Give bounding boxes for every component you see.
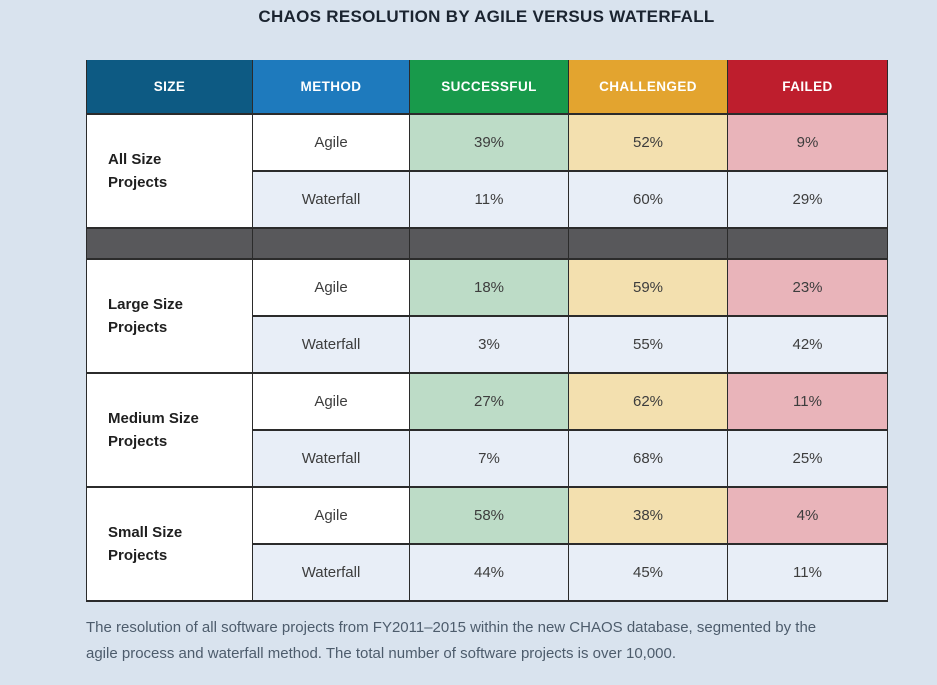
separator-cell	[727, 227, 888, 260]
table-row-all-agile: All Size Projects Agile 39% 52% 9%	[86, 113, 888, 229]
value-cell: 59%	[568, 258, 728, 317]
method-cell: Agile	[252, 372, 410, 431]
method-cell: Agile	[252, 113, 410, 172]
value-cell: 60%	[568, 170, 728, 229]
column-header-failed: FAILED	[727, 60, 888, 115]
size-group-label: Small Size Projects	[86, 486, 253, 602]
value-cell: 3%	[409, 315, 569, 374]
value-cell: 11%	[727, 372, 888, 431]
page-title: CHAOS RESOLUTION BY AGILE VERSUS WATERFA…	[258, 7, 715, 26]
table-row-all-waterfall: Waterfall 11% 60% 29%	[87, 170, 888, 229]
method-cell: Waterfall	[252, 543, 410, 602]
value-cell: 52%	[568, 113, 728, 172]
value-cell: 4%	[727, 486, 888, 545]
table-row-small-waterfall: Waterfall 44% 45% 11%	[87, 543, 888, 602]
size-group-label: Large Size Projects	[86, 258, 253, 374]
size-group-label: Medium Size Projects	[86, 372, 253, 488]
separator-row	[86, 227, 888, 260]
value-cell: 11%	[409, 170, 569, 229]
header-row: SIZE METHOD SUCCESSFUL CHALLENGED FAILED	[86, 60, 888, 115]
value-cell: 29%	[727, 170, 888, 229]
table-row-medium-agile: Medium Size Projects Agile 27% 62% 11%	[86, 372, 888, 488]
value-cell: 42%	[727, 315, 888, 374]
column-header-successful: SUCCESSFUL	[409, 60, 569, 115]
separator-cell	[568, 227, 728, 260]
column-header-challenged: CHALLENGED	[568, 60, 728, 115]
chaos-resolution-table: SIZE METHOD SUCCESSFUL CHALLENGED FAILED…	[86, 60, 888, 602]
separator-cell	[409, 227, 569, 260]
column-header-method: METHOD	[252, 60, 410, 115]
method-cell: Waterfall	[252, 429, 410, 488]
value-cell: 68%	[568, 429, 728, 488]
value-cell: 44%	[409, 543, 569, 602]
value-cell: 7%	[409, 429, 569, 488]
value-cell: 25%	[727, 429, 888, 488]
value-cell: 38%	[568, 486, 728, 545]
table-row-small-agile: Small Size Projects Agile 58% 38% 4%	[86, 486, 888, 602]
size-group-label: All Size Projects	[86, 113, 253, 229]
value-cell: 9%	[727, 113, 888, 172]
column-header-size: SIZE	[86, 60, 253, 115]
value-cell: 27%	[409, 372, 569, 431]
table-row-medium-waterfall: Waterfall 7% 68% 25%	[87, 429, 888, 488]
method-cell: Agile	[252, 486, 410, 545]
value-cell: 11%	[727, 543, 888, 602]
value-cell: 39%	[409, 113, 569, 172]
method-cell: Waterfall	[252, 170, 410, 229]
table-row-large-agile: Large Size Projects Agile 18% 59% 23%	[86, 258, 888, 374]
value-cell: 62%	[568, 372, 728, 431]
value-cell: 23%	[727, 258, 888, 317]
figure-caption: The resolution of all software projects …	[86, 619, 817, 663]
separator-cell	[86, 227, 253, 260]
value-cell: 45%	[568, 543, 728, 602]
method-cell: Waterfall	[252, 315, 410, 374]
value-cell: 18%	[409, 258, 569, 317]
separator-cell	[252, 227, 410, 260]
table-row-large-waterfall: Waterfall 3% 55% 42%	[87, 315, 888, 374]
value-cell: 58%	[409, 486, 569, 545]
value-cell: 55%	[568, 315, 728, 374]
method-cell: Agile	[252, 258, 410, 317]
